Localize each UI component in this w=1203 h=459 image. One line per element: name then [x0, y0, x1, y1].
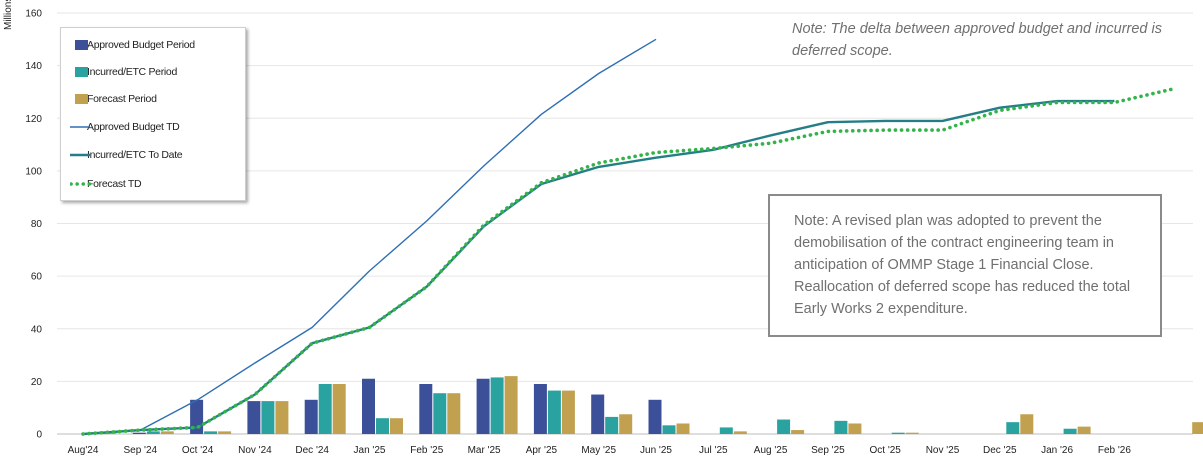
legend-item-forecast-period: Forecast Period	[75, 92, 157, 106]
y-tick-label: 60	[31, 272, 43, 283]
legend-swatch-line-teal	[70, 153, 90, 157]
bar-0-1	[132, 432, 146, 434]
x-tick-label: Feb '25	[410, 445, 443, 456]
series-line-2	[81, 87, 1174, 436]
x-tick-label: Mar '25	[468, 445, 501, 456]
bar-2-0	[103, 433, 117, 434]
y-tick-label: 80	[31, 219, 43, 230]
bar-2-11	[733, 431, 747, 434]
chart-legend: Approved Budget Period Incurred/ETC Peri…	[60, 27, 246, 201]
y-tick-label: 140	[25, 61, 42, 72]
bar-0-6	[419, 384, 433, 434]
bar-1-3	[261, 401, 275, 434]
legend-swatch-bar-blue	[75, 40, 88, 50]
x-tick-label: Jun '25	[640, 445, 672, 456]
x-tick-label: Dec '24	[295, 445, 329, 456]
x-tick-label: Oct '24	[182, 445, 214, 456]
bar-1-9	[605, 416, 619, 434]
bar-1-8	[547, 390, 561, 434]
bar-2-17	[1077, 426, 1091, 434]
bar-1-6	[433, 393, 447, 434]
bar-1-4	[318, 384, 332, 434]
bar-1-17	[1063, 428, 1077, 434]
y-axis-title: Millions	[3, 0, 14, 30]
legend-label: Forecast Period	[87, 93, 157, 105]
bar-2-13	[848, 423, 862, 434]
bar-2-10	[676, 423, 690, 434]
bar-2-7	[504, 376, 518, 434]
x-tick-label: Jan '26	[1041, 445, 1073, 456]
legend-item-incurred-etc-to-date: Incurred/ETC To Date	[70, 148, 183, 162]
bar-2-6	[447, 393, 461, 434]
bar-1-12	[777, 419, 791, 434]
bar-1-2	[204, 431, 218, 434]
x-tick-label: Dec '25	[983, 445, 1017, 456]
y-tick-label: 120	[25, 114, 42, 125]
legend-label: Incurred/ETC To Date	[87, 149, 183, 161]
legend-swatch-line-blue	[70, 126, 90, 128]
legend-item-forecast-td: Forecast TD	[70, 177, 142, 191]
x-tick-label: Nov '24	[238, 445, 272, 456]
bar-1-11	[719, 427, 733, 434]
x-tick-label: Sep '25	[811, 445, 845, 456]
revised-plan-note: Note: A revised plan was adopted to prev…	[768, 194, 1162, 337]
x-tick-label: Sep '24	[123, 445, 157, 456]
bar-1-13	[834, 420, 848, 434]
bar-0-8	[533, 384, 547, 434]
x-tick-label: Jan '25	[354, 445, 386, 456]
series-line-1	[82, 99, 1115, 436]
bar-1-14	[891, 432, 905, 434]
bar-0-7	[476, 378, 490, 434]
bar-0-4	[304, 399, 318, 434]
legend-label: Incurred/ETC Period	[87, 66, 178, 78]
bar-0-9	[591, 394, 605, 434]
y-tick-label: 100	[25, 166, 42, 177]
bar-1-5	[376, 418, 389, 434]
bar-0-3	[247, 401, 261, 434]
legend-item-incurred-etc-period: Incurred/ETC Period	[75, 65, 178, 79]
y-tick-label: 20	[31, 377, 43, 388]
bar-2-14	[905, 432, 919, 434]
x-tick-label: Aug'24	[68, 445, 99, 456]
bar-2-1	[160, 431, 174, 434]
legend-item-approved-budget-td: Approved Budget TD	[70, 120, 180, 134]
legend-label: Forecast TD	[87, 178, 142, 190]
deferred-scope-note: Note: The delta between approved budget …	[792, 21, 1162, 59]
y-tick-label: 40	[31, 324, 43, 335]
bar-2-2	[218, 431, 232, 434]
legend-item-approved-budget-period: Approved Budget Period	[75, 38, 195, 52]
series-line-0	[82, 38, 657, 435]
bar-2-3	[275, 401, 289, 434]
bar-2-12	[791, 430, 805, 434]
bar-1-10	[662, 425, 676, 434]
x-tick-label: May '25	[581, 445, 616, 456]
x-tick-label: Jul '25	[699, 445, 728, 456]
bar-1-16	[1006, 422, 1020, 434]
bar-2-4	[332, 384, 346, 434]
legend-label: Approved Budget Period	[87, 39, 195, 51]
x-tick-label: Nov '25	[926, 445, 960, 456]
legend-swatch-bar-teal	[75, 67, 88, 77]
bar-2-16	[1020, 414, 1034, 434]
bar-2-19	[1192, 422, 1203, 434]
x-tick-label: Oct '25	[870, 445, 902, 456]
y-tick-label: 160	[25, 9, 42, 20]
bar-2-8	[561, 390, 575, 434]
x-tick-label: Feb '26	[1098, 445, 1131, 456]
bar-2-5	[390, 418, 403, 434]
x-tick-label: Apr '25	[526, 445, 558, 456]
legend-label: Approved Budget TD	[87, 121, 180, 133]
bar-0-5	[362, 378, 375, 434]
bar-1-1	[146, 431, 160, 434]
x-tick-label: Aug '25	[754, 445, 788, 456]
legend-swatch-line-green-dotted	[70, 182, 92, 186]
legend-swatch-bar-gold	[75, 94, 88, 104]
bar-1-7	[490, 377, 504, 434]
bar-0-10	[648, 399, 662, 434]
bar-2-9	[619, 414, 633, 434]
y-tick-label: 0	[36, 430, 42, 441]
